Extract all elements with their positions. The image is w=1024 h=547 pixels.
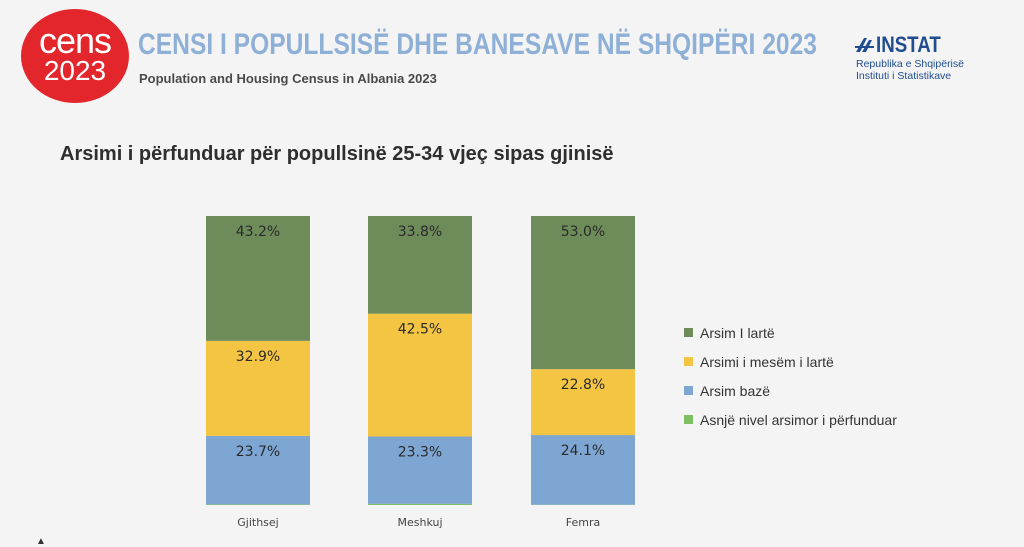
legend-swatch bbox=[684, 357, 693, 366]
bar-segment-meshkuj-0 bbox=[368, 504, 472, 505]
data-label-meshkuj-2: 42.5% bbox=[398, 322, 442, 338]
data-label-gjithsej-3: 43.2% bbox=[236, 224, 280, 240]
category-label-gjithsej: Gjithsej bbox=[237, 516, 278, 529]
chart-legend: Arsim I lartë Arsimi i mesëm i lartë Arsim… bbox=[684, 318, 897, 434]
data-label-gjithsej-1: 23.7% bbox=[236, 444, 280, 460]
data-label-meshkuj-3: 33.8% bbox=[398, 224, 442, 240]
data-label-femra-1: 24.1% bbox=[561, 443, 605, 459]
legend-item-1: Arsim bazë bbox=[684, 376, 897, 405]
legend-item-2: Arsimi i mesëm i lartë bbox=[684, 347, 897, 376]
legend-label: Arsim bazë bbox=[700, 383, 770, 399]
legend-swatch bbox=[684, 415, 693, 424]
legend-swatch bbox=[684, 386, 693, 395]
data-label-femra-3: 53.0% bbox=[561, 224, 605, 240]
legend-label: Asnjë nivel arsimor i përfunduar bbox=[700, 412, 897, 428]
legend-label: Arsim I lartë bbox=[700, 325, 775, 341]
data-label-meshkuj-1: 23.3% bbox=[398, 445, 442, 461]
data-label-femra-2: 22.8% bbox=[561, 377, 605, 393]
legend-item-3: Arsim I lartë bbox=[684, 318, 897, 347]
data-label-gjithsej-2: 32.9% bbox=[236, 349, 280, 365]
legend-label: Arsimi i mesëm i lartë bbox=[700, 354, 834, 370]
legend-item-0: Asnjë nivel arsimor i përfunduar bbox=[684, 405, 897, 434]
legend-swatch bbox=[684, 328, 693, 337]
category-label-meshkuj: Meshkuj bbox=[397, 516, 442, 529]
category-label-femra: Femra bbox=[566, 516, 600, 529]
bar-segment-gjithsej-0 bbox=[206, 504, 310, 505]
